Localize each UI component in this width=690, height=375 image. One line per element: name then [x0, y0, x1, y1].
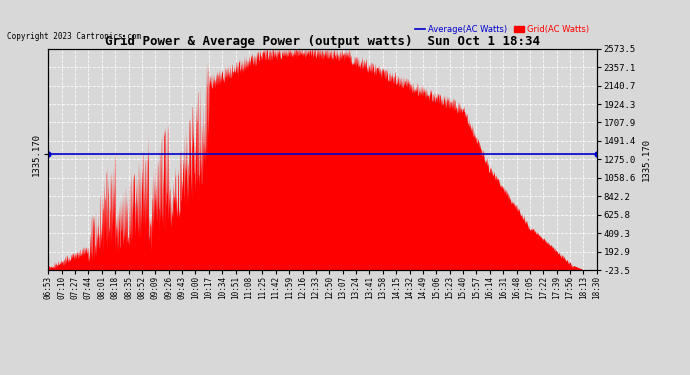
Y-axis label: 1335.170: 1335.170 [642, 138, 651, 181]
Title: Grid Power & Average Power (output watts)  Sun Oct 1 18:34: Grid Power & Average Power (output watts… [105, 34, 540, 48]
Text: Copyright 2023 Cartronics.com: Copyright 2023 Cartronics.com [7, 32, 141, 41]
Legend: Average(AC Watts), Grid(AC Watts): Average(AC Watts), Grid(AC Watts) [411, 22, 593, 38]
